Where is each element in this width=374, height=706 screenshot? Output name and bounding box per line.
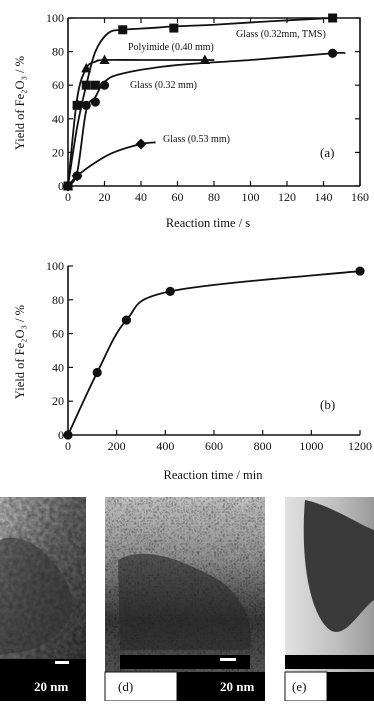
chart-b-x-tick-label: 600	[205, 439, 223, 453]
chart-a-y-tick-label: 0	[58, 179, 64, 193]
chart-a-axis-frame	[68, 17, 361, 186]
chart-b-y-tick-label: 80	[52, 293, 64, 307]
chart-a-x-tick-label: 120	[278, 190, 296, 204]
chart-a-x-tick-label: 20	[99, 190, 111, 204]
chart-a-x-tick-label: 40	[135, 190, 147, 204]
chart-a-series-1-point	[72, 98, 83, 108]
tem-e-panel-label: (e)	[292, 679, 306, 694]
chart-b-series-0-point	[165, 286, 175, 296]
chart-a-series-0-point	[90, 80, 100, 90]
chart-b-x-tick-label: 1200	[348, 439, 372, 453]
chart-a-series-3-point	[71, 170, 83, 182]
chart-b-y-tick-label: 20	[52, 394, 64, 408]
chart-b-series-0-point	[63, 430, 73, 440]
chart-b-series-0-point	[92, 367, 102, 378]
chart-a-series-label-glass-032: Glass (0.32 mm)	[130, 80, 197, 91]
chart-a-x-tick-label: 160	[351, 190, 369, 204]
chart-a-series-2-point	[81, 100, 91, 110]
chart-a-plot-area	[62, 13, 346, 192]
chart-a-series-label-polyimide: Polyimide (0.40 mm)	[128, 42, 214, 53]
chart-a-series-label-tms: Glass (0.32mm, TMS)	[236, 29, 326, 40]
chart-a-x-axis-label: Reaction time / s	[166, 216, 250, 230]
chart-a-series-2-point	[328, 48, 338, 58]
tem-c-scale-label: 20 nm	[34, 679, 68, 694]
chart-b-series-0-point	[121, 315, 131, 325]
chart-a-x-tick-label: 140	[315, 190, 333, 204]
chart-a-series-3-point	[62, 180, 74, 192]
chart-a-y-axis-label: Yield of Fe₂O₃ / %	[13, 56, 27, 150]
chart-a-series-2-point	[90, 97, 100, 107]
chart-b-x-axis-label: Reaction time / min	[164, 468, 264, 482]
chart-a-series-0-point	[169, 23, 179, 33]
chart-b-x-tick-label: 200	[108, 439, 126, 453]
chart-b-series-0-point	[355, 266, 365, 276]
chart-a-y-tick-label: 40	[52, 112, 64, 126]
chart-a-y-tick-label: 100	[46, 11, 64, 25]
chart-a-x-tick-label: 0	[65, 190, 71, 204]
tem-image-c: 20 nm	[0, 497, 86, 701]
chart-a-panel-label: (a)	[320, 145, 334, 160]
tem-d-scale-label: 20 nm	[220, 679, 254, 694]
tem-image-e: (e)	[284, 497, 374, 702]
chart-a-y-tick-label: 20	[52, 145, 64, 159]
chart-b-x-tick-label: 1000	[299, 439, 323, 453]
chart-a-axis-lines	[67, 18, 360, 187]
chart-a-series-0-point	[81, 80, 91, 90]
chart-a-series-1-point	[81, 62, 92, 73]
chart-b-x-tick-label: 800	[254, 439, 272, 453]
chart-a-x-tick-label: 80	[208, 190, 220, 204]
chart-b-axes: 0 200 400 600 800 1000 1200 0 20 40 60 80 100	[46, 259, 372, 453]
chart-a-series-2-point	[99, 80, 110, 90]
chart-a-series-2-line	[67, 51, 346, 187]
chart-a-y-tick-label: 60	[52, 78, 64, 92]
chart-b-axis-lines	[67, 266, 360, 436]
chart-a-series-3-point	[135, 138, 147, 150]
chart-panel-a: 0 20 40 60 80 100 120 140 160 0 20 40 60 80 100 Glass …	[13, 11, 369, 230]
chart-b-series-0-line	[67, 270, 361, 436]
chart-b-y-tick-label: 100	[46, 259, 64, 273]
chart-b-y-tick-label: 40	[52, 360, 64, 374]
chart-b-x-tick-label: 400	[156, 439, 174, 453]
chart-a-series-1-point	[199, 54, 210, 64]
chart-a-series-0-point	[328, 13, 338, 23]
chart-a-x-tick-label: 100	[242, 190, 260, 204]
tem-d-panel-label: (d)	[118, 679, 133, 694]
chart-b-y-axis-label: Yield of Fe₂O₃ / %	[13, 305, 27, 399]
tem-image-d: (d) 20 nm	[104, 497, 265, 702]
chart-a-series-1-point	[99, 54, 110, 64]
chart-b-y-tick-label: 0	[58, 428, 64, 442]
chart-panel-b: 0 200 400 600 800 1000 1200 0 20 40 60 80 100 (b) Re…	[13, 259, 372, 482]
chart-b-x-tick-label: 0	[65, 439, 71, 453]
chart-b-panel-label: (b)	[320, 397, 335, 412]
chart-a-series-label-glass-053: Glass (0.53 mm)	[163, 134, 230, 145]
chart-b-y-tick-label: 60	[52, 327, 64, 341]
chart-a-y-tick-label: 80	[52, 45, 64, 59]
chart-a-series-0-point	[118, 25, 128, 35]
chart-a-x-tick-label: 60	[172, 190, 184, 204]
chart-a-axes: 0 20 40 60 80 100 120 140 160 0 20 40 60 80 100	[46, 11, 369, 204]
chart-b-plot-area	[63, 266, 365, 440]
